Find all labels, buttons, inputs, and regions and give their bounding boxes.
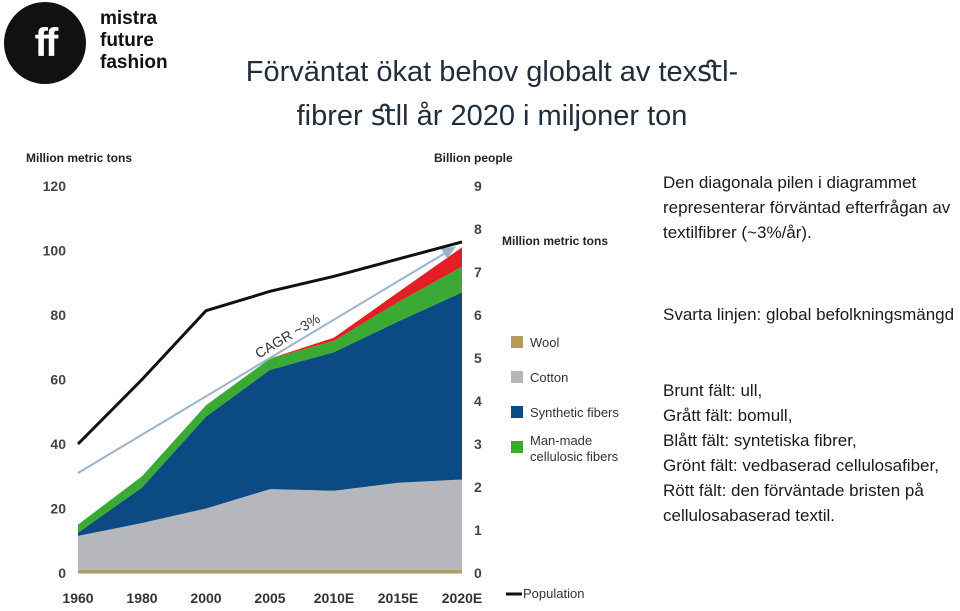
cagr-arrow-line: [77, 252, 445, 474]
logo-word-3: fashion: [100, 52, 168, 73]
y2-tick-label-7: 7: [474, 264, 482, 280]
logo-circle: [4, 2, 86, 84]
x-tick-label-2005: 2005: [254, 590, 285, 606]
y2-tick-label-1: 1: [474, 522, 482, 538]
legend-label-man-made-cellulosic-fibers-2: cellulosic fibers: [530, 449, 619, 464]
cagr-arrow-head: [440, 246, 457, 259]
note-field-shortage: Rött fält: den förväntade bristen på cel…: [663, 481, 924, 525]
area-man-made-cellulosic-fibers: [78, 266, 462, 533]
legend-label-synthetic-fibers: Synthetic fibers: [530, 405, 619, 420]
note-field-cellulosic: Grönt fält: vedbaserad cellulosafiber,: [663, 456, 939, 475]
legend-swatch-man-made-cellulosic-fibers: [511, 441, 523, 453]
note-field-synthetic: Blått fält: syntetiska fibrer,: [663, 431, 857, 450]
y2-tick-label-5: 5: [474, 350, 482, 366]
slide-title-line-2: fibrer ﬆll år 2020 i miljoner ton: [296, 100, 688, 132]
y-tick-label-20: 20: [50, 501, 66, 517]
y-tick-label-80: 80: [50, 307, 66, 323]
x-tick-label-1980: 1980: [126, 590, 157, 606]
y2-axis-title: Billion people: [434, 151, 513, 165]
y-axis-title: Million metric tons: [26, 151, 132, 165]
legend-label-population: Population: [523, 586, 584, 601]
note-population-text: Svarta linjen: global befolkningsmängd: [663, 305, 955, 324]
area-cotton: [78, 479, 462, 570]
logo-mark: ff: [34, 21, 59, 65]
x-tick-label-2020e: 2020E: [442, 590, 482, 606]
x-tick-label-2000: 2000: [190, 590, 221, 606]
y-tick-label-60: 60: [50, 372, 66, 388]
note-population: Svarta linjen: global befolkningsmängd: [663, 302, 960, 327]
y2-tick-label-0: 0: [474, 565, 482, 581]
logo-words: mistra future fashion: [100, 8, 168, 74]
y2-tick-label-4: 4: [474, 393, 482, 409]
y2-tick-label-8: 8: [474, 221, 482, 237]
population-line: [76, 240, 463, 446]
legend-swatch-wool: [511, 336, 523, 348]
y-tick-label-120: 120: [43, 178, 67, 194]
legend-swatch-synthetic-fibers: [511, 406, 523, 418]
legend-swatch-cotton: [511, 371, 523, 383]
y-tick-label-40: 40: [50, 436, 66, 452]
note-field-cotton: Grått fält: bomull,: [663, 406, 793, 425]
area-shortage-series: [78, 247, 462, 525]
y2-tick-label-9: 9: [474, 178, 482, 194]
area-synthetic-fibers: [78, 292, 462, 536]
legend-title: Million metric tons: [502, 234, 608, 248]
y-tick-label-100: 100: [43, 243, 67, 259]
logo-word-1: mistra: [100, 8, 158, 29]
slide-title-line-1: Förväntat ökat behov globalt av texﬆl-: [245, 56, 739, 88]
logo: ff mistra future fashion: [0, 0, 190, 95]
note-fields: Brunt fält: ull, Grått fält: bomull, Blå…: [663, 378, 960, 528]
legend-label-man-made-cellulosic-fibers-1: Man-made: [530, 433, 592, 448]
x-tick-label-2015e: 2015E: [378, 590, 418, 606]
note-field-wool: Brunt fält: ull,: [663, 381, 763, 400]
y-tick-label-0: 0: [58, 565, 66, 581]
slide-title: Förväntat ökat behov globalt av texﬆl- f…: [192, 50, 792, 138]
y2-tick-label-2: 2: [474, 479, 482, 495]
area-wool: [78, 569, 462, 573]
note-arrow: Den diagonala pilen i diagrammet represe…: [663, 170, 960, 245]
x-tick-label-2010e: 2010E: [314, 590, 354, 606]
x-tick-label-1960: 1960: [62, 590, 93, 606]
legend-label-cotton: Cotton: [530, 370, 568, 385]
legend-label-wool: Wool: [530, 335, 559, 350]
note-arrow-text: Den diagonala pilen i diagrammet represe…: [663, 173, 951, 242]
logo-word-2: future: [100, 30, 154, 51]
fiber-demand-chart: Million metric tons Billion people0204060…: [26, 151, 619, 606]
y2-tick-label-3: 3: [474, 436, 482, 452]
y2-tick-label-6: 6: [474, 307, 482, 323]
